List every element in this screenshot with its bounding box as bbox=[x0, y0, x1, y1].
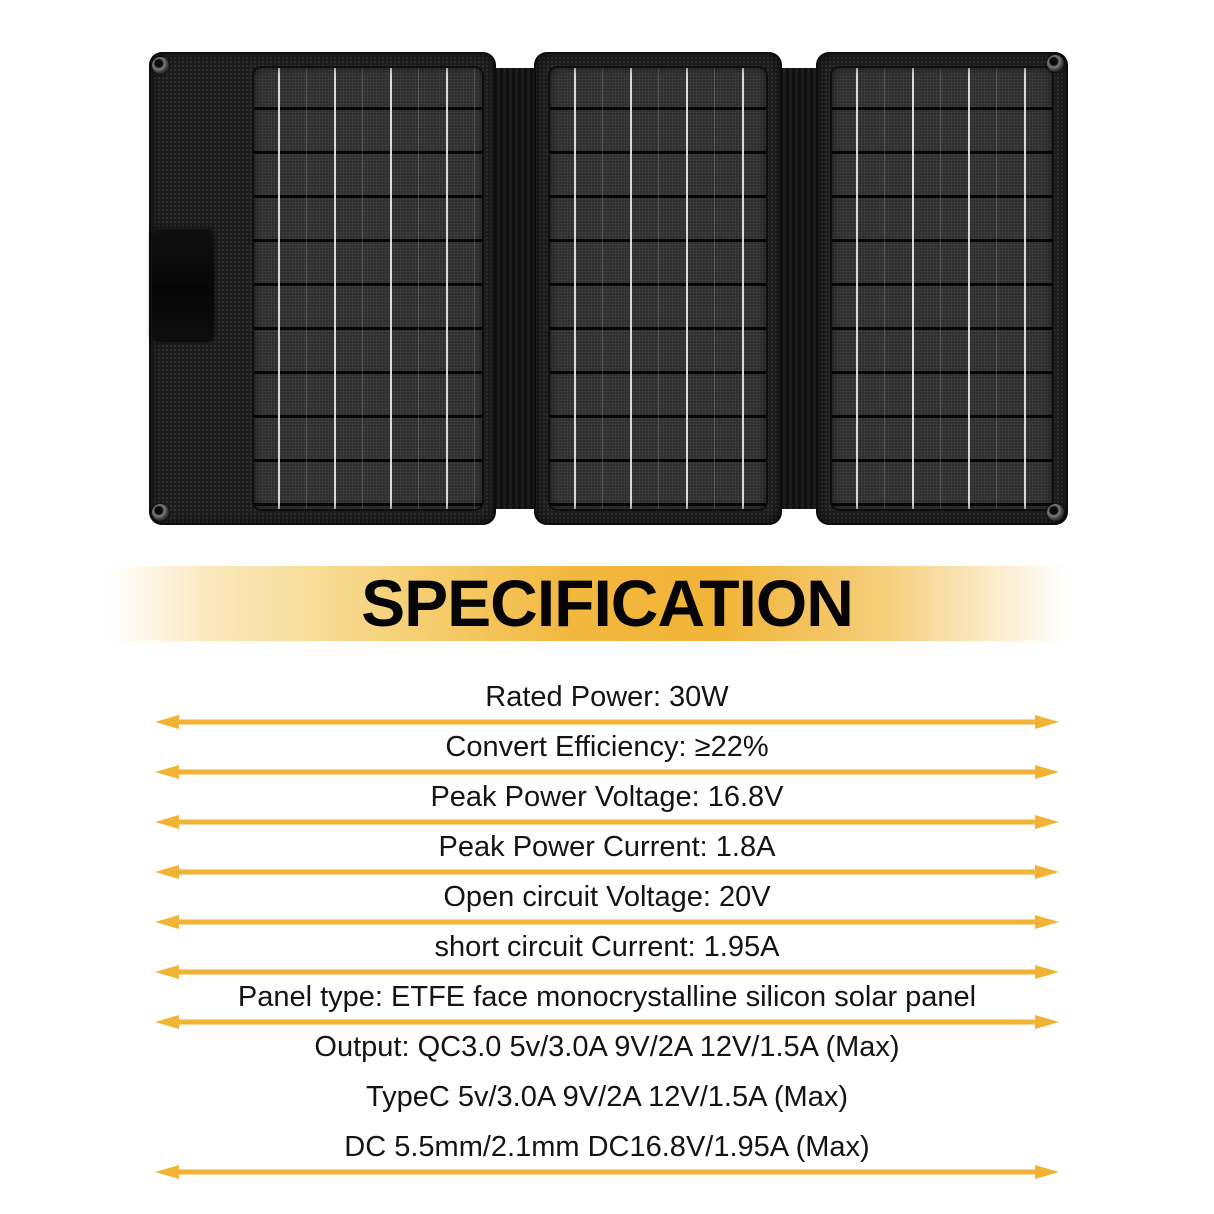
spec-row-panel-type: Panel type: ETFE face monocrystalline si… bbox=[237, 981, 977, 1013]
divider-arrow-icon bbox=[0, 965, 1214, 979]
spec-row-output-dc: DC 5.5mm/2.1mm DC16.8V/1.95A (Max) bbox=[344, 1131, 870, 1163]
spec-gap bbox=[0, 1118, 1214, 1126]
page-title: SPECIFICATION bbox=[361, 566, 854, 640]
solar-panel-middle bbox=[534, 52, 782, 525]
grommet-bottom-left-icon bbox=[152, 504, 169, 521]
spec-list: Rated Power: 30W Convert Efficiency: ≥22… bbox=[0, 676, 1214, 1179]
divider-arrow-icon bbox=[0, 915, 1214, 929]
solar-cells-left bbox=[252, 66, 484, 511]
spec-row-output-qc: Output: QC3.0 5v/3.0A 9V/2A 12V/1.5A (Ma… bbox=[314, 1031, 900, 1063]
storage-pouch-flap bbox=[152, 228, 214, 342]
product-photo-solar-panel bbox=[149, 52, 1068, 525]
solar-cells-right bbox=[830, 66, 1054, 511]
spec-row-output-typec: TypeC 5v/3.0A 9V/2A 12V/1.5A (Max) bbox=[366, 1081, 848, 1113]
solar-panel-left bbox=[149, 52, 496, 525]
spec-row-short-circuit-current: short circuit Current: 1.95A bbox=[434, 931, 780, 963]
spec-row-convert-efficiency: Convert Efficiency: ≥22% bbox=[445, 731, 769, 763]
grommet-top-left-icon bbox=[152, 57, 169, 74]
divider-arrow-icon bbox=[0, 1015, 1214, 1029]
solar-cells-middle bbox=[548, 66, 768, 511]
spec-row-open-circuit-voltage: Open circuit Voltage: 20V bbox=[443, 881, 771, 913]
grommet-bottom-right-icon bbox=[1047, 504, 1064, 521]
specification-banner: SPECIFICATION bbox=[0, 566, 1214, 641]
divider-arrow-icon bbox=[0, 715, 1214, 729]
divider-arrow-icon bbox=[0, 865, 1214, 879]
spec-row-peak-power-current: Peak Power Current: 1.8A bbox=[438, 831, 776, 863]
panel-hinge-left bbox=[494, 68, 536, 509]
spec-gap bbox=[0, 1068, 1214, 1076]
grommet-top-right-icon bbox=[1047, 55, 1064, 72]
panel-hinge-right bbox=[780, 68, 818, 509]
spec-row-rated-power: Rated Power: 30W bbox=[485, 681, 729, 713]
solar-panel-right bbox=[816, 52, 1068, 525]
spec-row-peak-power-voltage: Peak Power Voltage: 16.8V bbox=[430, 781, 784, 813]
divider-arrow-icon bbox=[0, 1165, 1214, 1179]
divider-arrow-icon bbox=[0, 815, 1214, 829]
divider-arrow-icon bbox=[0, 765, 1214, 779]
